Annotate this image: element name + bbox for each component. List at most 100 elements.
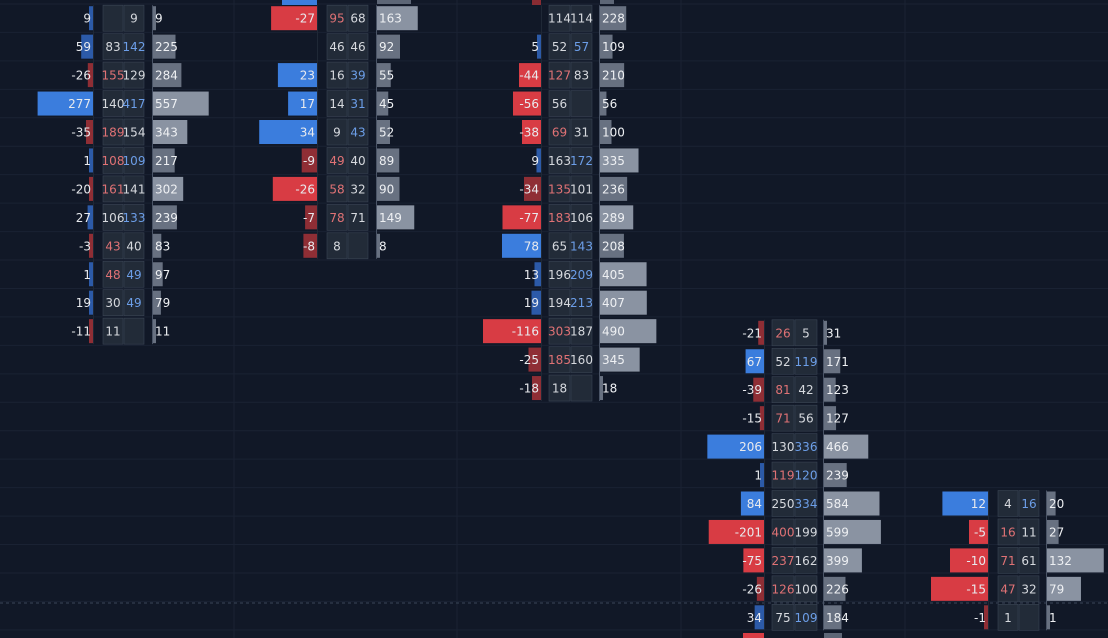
ask-volume-label: 417 [123, 97, 146, 111]
partial-total-bar [824, 633, 842, 638]
total-bar [153, 319, 156, 344]
total-bar [377, 120, 390, 144]
delta-bar [536, 148, 541, 173]
delta-label: -21 [742, 326, 762, 340]
ask-cell [123, 317, 145, 345]
ask-cell [123, 61, 145, 89]
ask-volume-label: 71 [350, 211, 365, 225]
bid-cell [771, 347, 795, 375]
volume-cells [997, 490, 1040, 631]
delta-bar [87, 205, 93, 230]
bid-volume-label: 126 [772, 582, 795, 596]
delta-label: 9 [83, 12, 91, 26]
ask-cell [347, 61, 369, 89]
total-label: 83 [155, 239, 170, 253]
total-label: 335 [602, 154, 625, 168]
delta-bar [513, 91, 541, 116]
total-label: 284 [155, 69, 178, 83]
total-label: 11 [155, 325, 170, 339]
bid-cell [102, 4, 124, 32]
bid-volume-label: 83 [105, 40, 120, 54]
delta-bar [950, 548, 988, 573]
ask-cell [347, 118, 369, 146]
ask-volume-label: 109 [795, 611, 818, 625]
bid-cell [771, 547, 795, 574]
total-label: 405 [602, 268, 625, 282]
ask-volume-label: 106 [570, 211, 593, 225]
ask-cell [1018, 575, 1040, 603]
ask-volume-label: 162 [795, 554, 818, 568]
delta-label: -35 [71, 126, 91, 140]
total-bar [377, 34, 400, 59]
bid-cell [548, 4, 571, 32]
total-label: 343 [155, 126, 178, 140]
total-bar [600, 205, 634, 230]
total-bar [824, 463, 847, 488]
ask-volume-label: 49 [126, 268, 141, 282]
total-label: 163 [379, 12, 402, 26]
delta-label: 277 [68, 97, 91, 111]
total-label: 9 [155, 12, 163, 26]
bid-volume-label: 140 [102, 97, 125, 111]
delta-label: 1 [83, 268, 91, 282]
bid-volume-label: 11 [105, 325, 120, 339]
ask-volume-label: 100 [795, 582, 818, 596]
total-bar [600, 262, 647, 287]
bid-cell [102, 175, 124, 203]
ask-cell [794, 518, 818, 546]
bid-cell [771, 603, 795, 631]
bid-volume-label: 1 [1004, 611, 1012, 625]
ask-cell [1018, 603, 1040, 631]
ask-volume-label: 31 [350, 97, 365, 111]
total-label: 225 [155, 40, 178, 54]
ask-volume-label: 172 [570, 154, 593, 168]
total-bar [153, 34, 176, 59]
delta-bar [537, 34, 541, 59]
bid-volume-label: 135 [548, 182, 571, 196]
bid-cell [102, 61, 124, 89]
ask-cell [794, 575, 818, 603]
ask-cell [123, 4, 145, 32]
ask-volume-label: 5 [802, 326, 810, 340]
bid-cell [997, 575, 1019, 603]
delta-bar [37, 91, 93, 116]
delta-bar [277, 63, 317, 88]
delta-bar [931, 576, 988, 601]
ask-cell [794, 461, 818, 489]
delta-bar [524, 176, 541, 201]
delta-bar [87, 63, 93, 88]
delta-label: -9 [303, 154, 315, 168]
bid-volume-label: 71 [775, 412, 790, 426]
bid-volume-label: 155 [102, 69, 125, 83]
total-label: 79 [155, 296, 170, 310]
bid-cell [997, 547, 1019, 574]
ask-cell [570, 90, 593, 117]
ask-cell [794, 404, 818, 432]
delta-bar [743, 548, 764, 573]
bid-volume-label: 81 [775, 383, 790, 397]
total-label: 109 [602, 40, 625, 54]
total-label: 18 [602, 382, 617, 396]
total-bar [377, 205, 415, 230]
delta-label: 27 [76, 211, 91, 225]
total-label: 236 [602, 182, 625, 196]
total-bar [153, 63, 182, 88]
bid-cell [548, 289, 571, 317]
delta-bar [532, 376, 541, 401]
delta-bar [760, 463, 764, 488]
total-label: 208 [602, 239, 625, 253]
ask-cell [1018, 490, 1040, 517]
total-label: 228 [602, 12, 625, 26]
total-bar [600, 347, 640, 372]
total-bar [600, 319, 657, 344]
total-bar [600, 233, 624, 258]
ask-volume-label: 142 [123, 40, 146, 54]
total-label: 56 [602, 97, 617, 111]
total-label: 184 [826, 611, 849, 625]
total-label: 45 [379, 97, 394, 111]
ask-volume-label: 101 [570, 182, 593, 196]
bid-cell [997, 490, 1019, 517]
ask-cell [570, 204, 593, 231]
delta-label: -18 [519, 382, 539, 396]
ask-cell [794, 433, 818, 460]
